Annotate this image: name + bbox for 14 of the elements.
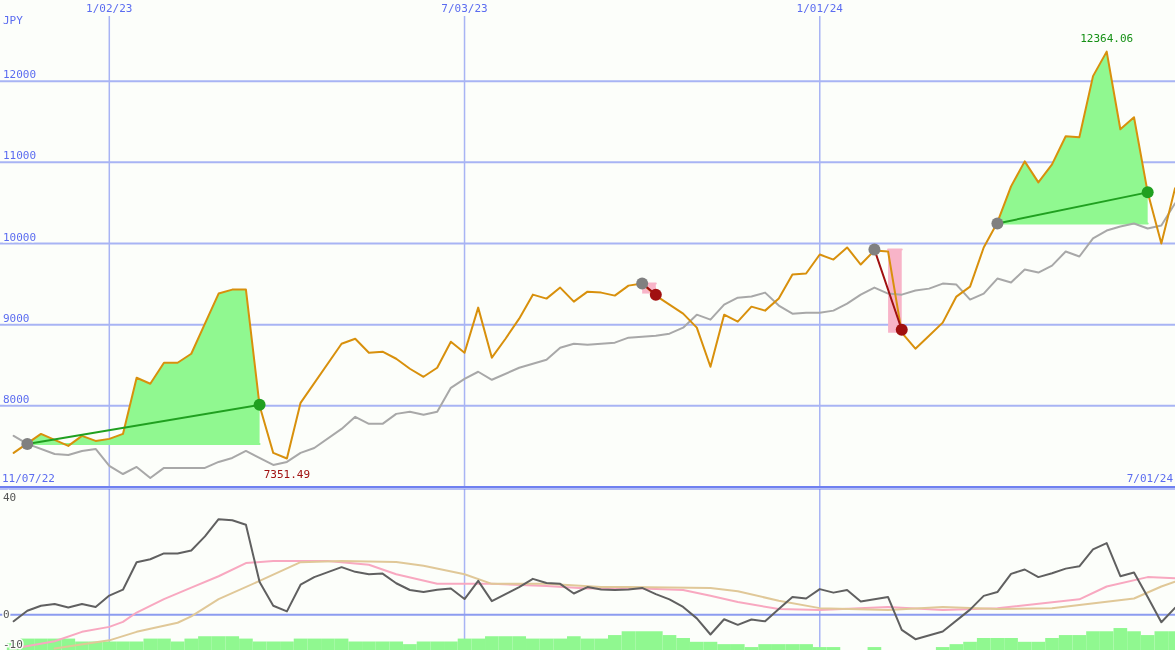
- y-tick-label: 9000: [3, 311, 30, 325]
- x-tick-label: 1/01/24: [796, 2, 844, 15]
- y-tick-label: 8000: [3, 392, 30, 406]
- x-tick-label: 7/03/23: [441, 2, 488, 15]
- y-tick-label: 10000: [3, 230, 37, 244]
- x-tick-label: 1/02/23: [86, 2, 133, 15]
- y-tick-label: 11000: [3, 149, 37, 163]
- annotation: 7351.49: [263, 468, 311, 482]
- annotation: 7/01/24: [1126, 472, 1174, 485]
- y-tick-label: 40: [3, 491, 17, 505]
- y-tick-label: 12000: [3, 68, 37, 82]
- annotation: 11/07/22: [2, 472, 55, 485]
- annotation: 12364.06: [1080, 31, 1134, 45]
- y-axis-title: JPY: [3, 14, 24, 27]
